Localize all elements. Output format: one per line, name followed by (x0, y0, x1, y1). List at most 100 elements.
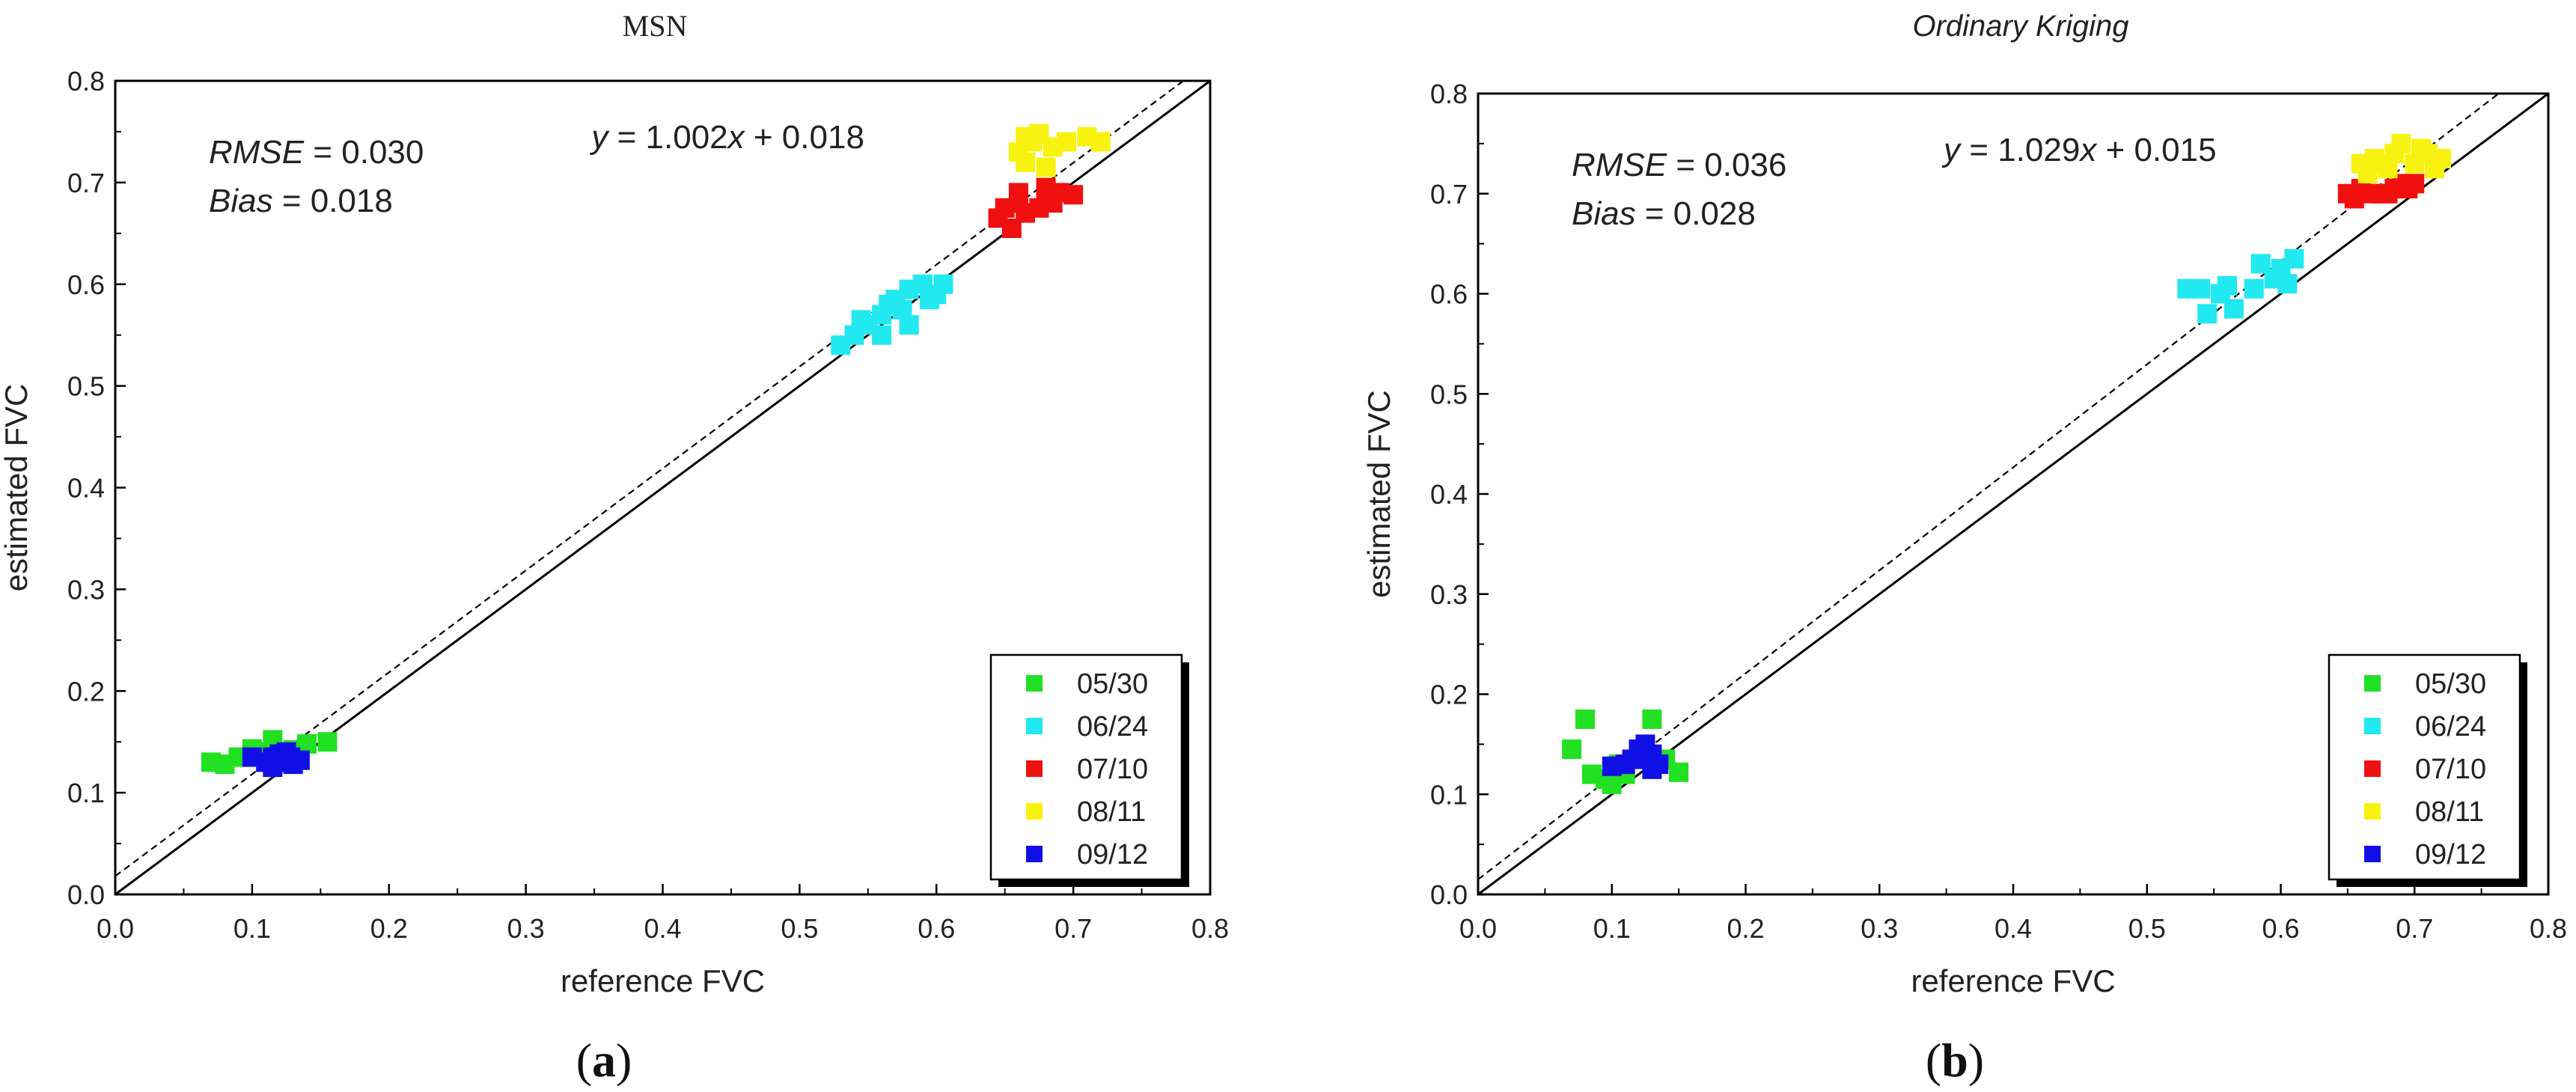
x-tick-label: 0.8 (1191, 913, 1229, 944)
x-tick-label: 0.0 (1459, 913, 1497, 944)
rmse-label: RMSE (209, 134, 305, 171)
eq-y: y (1941, 132, 1962, 168)
bias-annotation: Bias = 0.018 (209, 183, 393, 219)
data-point-05-30-0 (1562, 739, 1582, 760)
x-tick-label: 0.5 (781, 913, 818, 944)
caption-close: ) (616, 1034, 632, 1087)
legend-label: 06/24 (1077, 711, 1148, 742)
legend-swatch-09-12 (1026, 846, 1043, 862)
eq-slope: = 1.002 (608, 119, 727, 156)
data-point-06-24-6 (2244, 278, 2264, 299)
x-tick-label: 0.7 (2396, 913, 2433, 944)
eq-intercept: + 0.015 (2096, 132, 2216, 168)
chart-title: Ordinary Kriging (1912, 10, 2128, 43)
x-tick-label: 0.6 (918, 913, 955, 944)
bias-label: Bias (209, 183, 273, 219)
y-tick-label: 0.4 (67, 473, 105, 504)
x-tick-label: 0.3 (507, 913, 545, 944)
data-point-08-11-6 (1056, 132, 1076, 152)
eq-x: x (2078, 132, 2098, 168)
data-point-06-24-2 (2197, 304, 2218, 324)
data-point-06-24-14 (872, 325, 892, 345)
legend-label: 05/30 (2415, 668, 2486, 700)
y-tick-label: 0.3 (1430, 579, 1468, 610)
data-point-07-10-11 (1016, 203, 1036, 223)
y-tick-label: 0.0 (67, 879, 105, 910)
y-tick-label: 0.4 (1430, 479, 1468, 510)
x-tick-label: 0.1 (234, 913, 271, 944)
x-tick-label: 0.4 (1994, 913, 2032, 944)
bias-value: = 0.028 (1636, 195, 1756, 232)
data-point-08-11-4 (1036, 157, 1056, 177)
data-point-06-24-9 (899, 315, 919, 335)
legend-swatch-07-10 (2364, 760, 2381, 777)
legend-label: 05/30 (1077, 668, 1148, 700)
chart-panel-b: Ordinary Kriging 0.0 0.1 0.2 0.3 0.4 0.5 0.6 0.7… (1361, 10, 2567, 1087)
x-tick-label: 0.6 (2262, 913, 2299, 944)
x-tick-label: 0.0 (97, 913, 134, 944)
data-point-07-10-4 (1008, 183, 1028, 203)
x-tick-label: 0.8 (2530, 913, 2567, 944)
legend-label: 07/10 (1077, 754, 1148, 785)
data-point-09-12-9 (281, 747, 301, 767)
caption-letter: a (592, 1034, 616, 1087)
y-tick-label: 0.6 (1430, 279, 1468, 310)
x-tick-label: 0.3 (1861, 913, 1898, 944)
data-point-05-30-1 (1575, 709, 1595, 729)
legend-box (989, 653, 1183, 881)
panel-caption: (b) (1926, 1034, 1984, 1087)
chart-title: MSN (623, 9, 688, 43)
data-point-08-11-9 (1016, 152, 1036, 172)
y-tick-label: 0.5 (1430, 379, 1468, 409)
data-point-06-24-11 (2284, 248, 2304, 269)
data-point-05-30-8 (317, 732, 338, 752)
legend-swatch-09-12 (2364, 846, 2381, 862)
fit-equation: y = 1.029x + 0.015 (1941, 132, 2217, 168)
y-tick-label: 0.0 (1430, 879, 1468, 910)
y-axis-label: estimated FVC (0, 384, 34, 592)
bias-annotation: Bias = 0.028 (1572, 195, 1756, 232)
rmse-value: = 0.036 (1667, 147, 1786, 183)
data-point-08-11-8 (1090, 132, 1111, 152)
x-tick-label: 0.2 (1727, 913, 1764, 944)
data-point-06-24-13 (933, 274, 953, 294)
data-point-06-24-10 (2277, 274, 2298, 294)
panel-caption: (a) (576, 1034, 632, 1087)
x-tick-label: 0.7 (1054, 913, 1092, 944)
data-point-09-12-9 (1602, 756, 1622, 776)
y-tick-label: 0.8 (1430, 79, 1468, 109)
data-point-07-10-9 (2371, 183, 2391, 204)
regression-line (115, 80, 1184, 877)
data-point-08-11-11 (2411, 138, 2432, 159)
data-point-07-10-9 (1063, 185, 1084, 205)
rmse-annotation: RMSE = 0.030 (209, 134, 424, 171)
legend-swatch-07-10 (1026, 760, 1043, 777)
legend-label: 07/10 (2415, 754, 2486, 785)
legend-swatch-06-24 (1026, 718, 1043, 734)
rmse-label: RMSE (1572, 147, 1667, 183)
legend-label: 09/12 (1077, 839, 1148, 870)
legend-swatch-05-30 (2364, 675, 2381, 692)
eq-slope: = 1.029 (1960, 132, 2080, 168)
bias-label: Bias (1572, 195, 1636, 232)
y-tick-label: 0.6 (67, 269, 105, 300)
y-tick-label: 0.7 (67, 168, 105, 198)
caption-open: ( (1926, 1034, 1941, 1087)
y-tick-label: 0.1 (1430, 779, 1468, 810)
chart-panel-a: MSN 0.0 0.1 0.2 0.3 0.4 0.5 0.6 0.7 0.8 0.0 0.1 0.2 0… (0, 9, 1229, 1087)
x-tick-label: 0.5 (2128, 913, 2166, 944)
legend-swatch-08-11 (2364, 803, 2381, 820)
y-tick-label: 0.3 (67, 574, 105, 605)
x-tick-label: 0.2 (370, 913, 408, 944)
y-tick-label: 0.2 (1430, 680, 1468, 710)
data-point-09-12-8 (263, 747, 283, 767)
data-point-06-24-5 (2224, 299, 2244, 319)
y-tick-label: 0.5 (67, 371, 105, 402)
data-point-08-11-5 (2391, 133, 2411, 153)
eq-y: y (589, 119, 610, 156)
y-tick-label: 0.7 (1430, 179, 1468, 210)
x-tick-label: 0.4 (644, 913, 681, 944)
data-point-07-10-8 (2405, 174, 2425, 194)
fit-equation: y = 1.002x + 0.018 (589, 119, 864, 156)
